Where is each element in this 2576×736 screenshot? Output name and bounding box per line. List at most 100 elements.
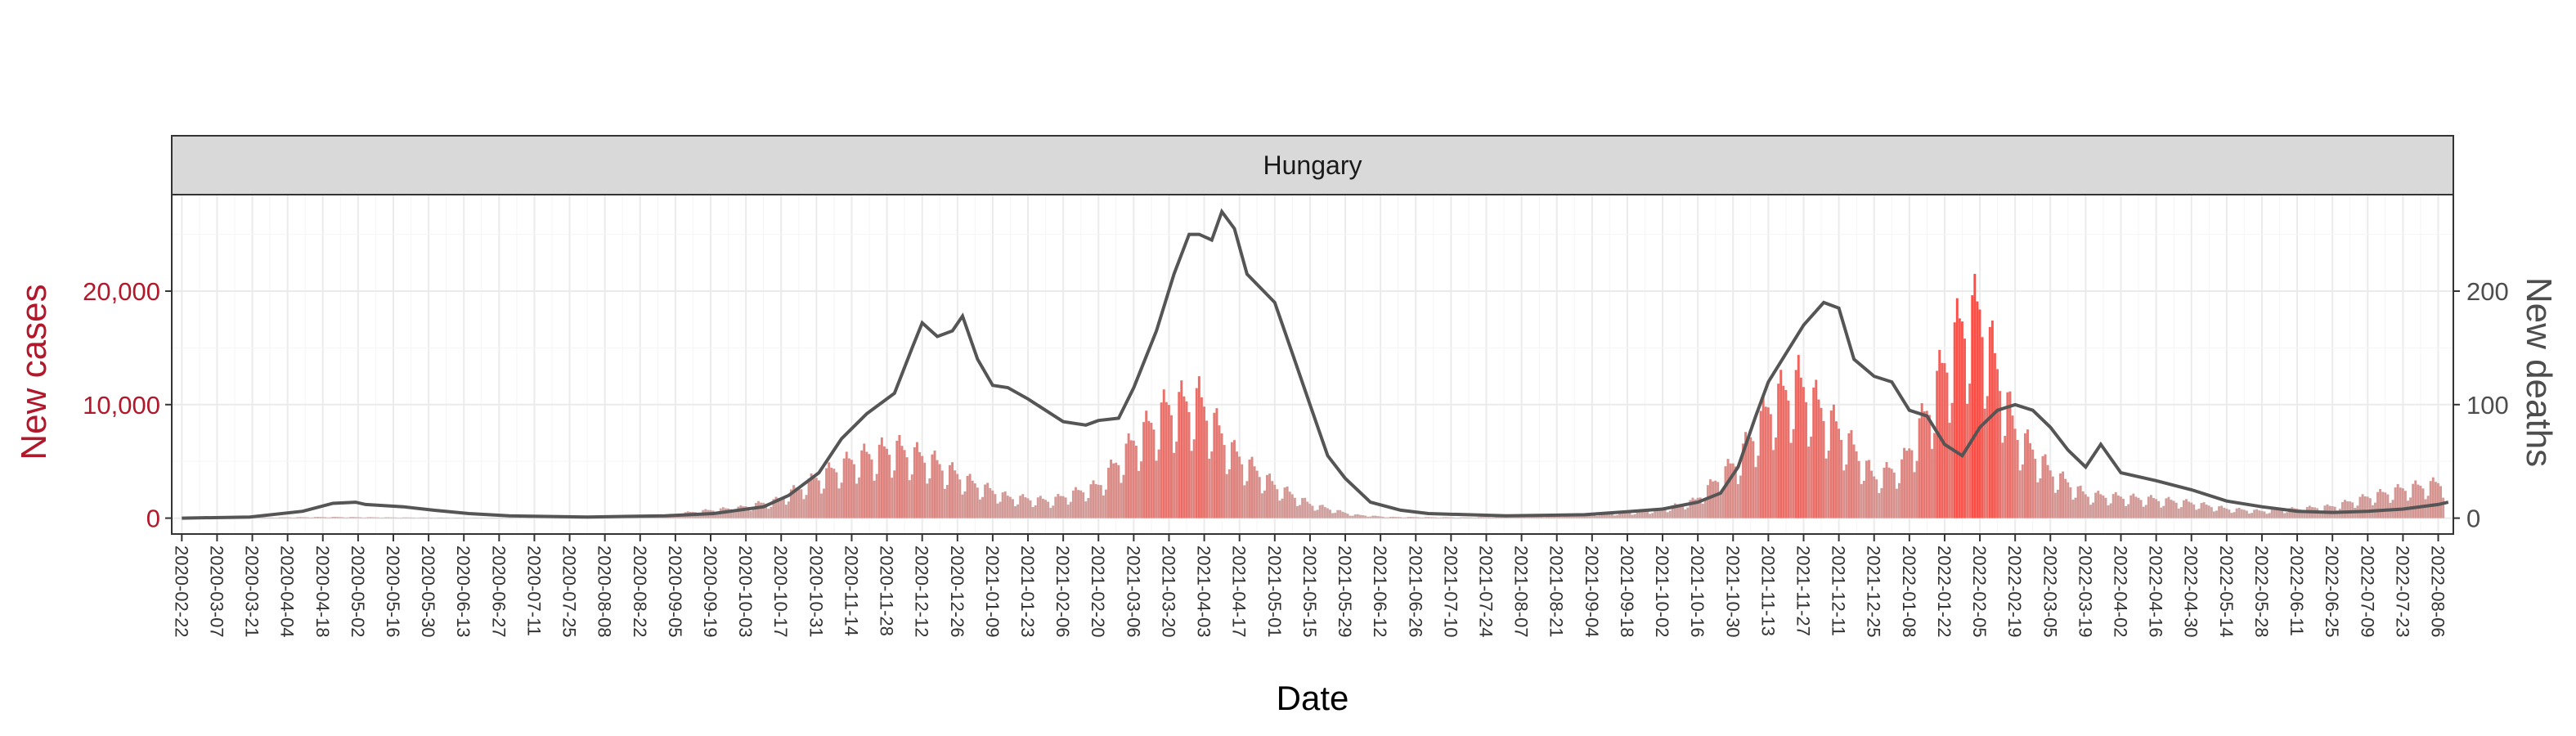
case-bar [2403,491,2407,518]
case-bar [1633,514,1636,518]
case-bar [973,483,976,518]
x-tick-label: 2021-04-03 [1194,545,1214,638]
x-tick-label: 2021-07-24 [1476,545,1497,638]
case-bar [1558,515,1561,518]
case-bar [2001,442,2004,518]
case-bar [2296,508,2299,518]
case-bar [2102,495,2105,518]
case-bar [747,507,750,518]
case-bar [336,517,339,518]
case-bar [1868,460,1870,518]
case-bar [1255,470,1259,518]
case-bar [1341,511,1344,518]
case-bar [2417,484,2420,518]
case-bar [1245,481,1249,518]
case-bar [1102,495,1105,518]
case-bar [2240,509,2243,518]
case-bar [795,487,798,518]
case-bar [1983,408,1986,518]
case-bar [1367,516,1370,518]
case-bar [963,491,967,518]
case-bar [994,494,997,518]
case-bar [1414,517,1417,518]
case-bar [1099,485,1102,518]
case-bar [1233,440,1236,518]
case-bar [792,485,796,518]
case-bar [1082,492,1085,518]
case-bar [1258,477,1261,518]
case-bar [1008,496,1012,518]
case-bar [968,473,972,518]
case-bar [933,450,936,518]
case-bar [2218,506,2220,518]
case-bar [1001,492,1004,518]
case-bar [1878,492,1881,518]
case-bar [770,506,773,518]
case-bar [1183,396,1186,518]
case-bar [1747,438,1750,518]
case-bar [847,458,850,518]
case-bar [371,517,375,518]
case-bar [1358,514,1362,518]
case-bar [1591,514,1594,518]
case-bar [2200,503,2203,518]
case-bar [1628,513,1631,518]
case-bar [2235,508,2238,518]
x-tick-label: 2020-08-22 [630,545,650,638]
case-bar [1782,385,1785,518]
case-bar [1064,497,1067,518]
case-bar [895,440,899,518]
case-bar [1563,516,1566,518]
case-bar [815,478,818,518]
x-tick-label: 2021-08-07 [1511,545,1532,638]
case-bar [2011,415,2014,518]
case-bar [949,464,951,518]
case-bar [1915,460,1919,518]
case-bar [744,506,747,518]
case-bar [2361,494,2364,518]
x-tick-label: 2021-12-11 [1829,545,1849,636]
y-left-tick-label: 20,000 [83,277,160,306]
x-tick-label: 2022-06-25 [2322,545,2342,638]
case-bar [2412,483,2415,518]
x-tick-label: 2020-12-12 [912,545,932,638]
case-bar [2051,476,2054,518]
case-bar [1610,514,1613,518]
case-bar [797,487,801,518]
case-bar [754,503,757,518]
case-bar [1729,463,1732,518]
case-bar [2242,509,2246,518]
case-bar [956,473,959,518]
case-bar [760,502,762,518]
case-bar [1603,513,1606,518]
case-bar [1021,494,1025,518]
case-bar [870,459,873,518]
case-bar [1145,411,1148,518]
case-bar [2086,496,2089,518]
x-tick-label: 2021-04-17 [1229,545,1250,638]
case-bar [1775,437,1778,518]
case-bar [2288,508,2291,518]
case-bar [2431,477,2435,518]
case-bar [1120,482,1123,518]
case-bar [734,511,738,518]
case-bar [1840,439,1843,518]
case-bar [2029,442,2032,518]
case-bar [1654,509,1657,518]
x-tick-label: 2021-12-25 [1864,545,1884,638]
x-tick-label: 2020-11-14 [841,545,862,636]
case-bar [729,509,733,518]
case-bar [1321,505,1324,518]
case-bar [737,506,740,518]
case-bar [774,496,778,518]
case-bar [1537,516,1541,518]
case-bar [1295,505,1299,518]
case-bar [1124,443,1128,518]
case-bar [877,444,881,518]
case-bar [2228,509,2231,518]
case-bar [2104,497,2107,518]
case-bar [1381,516,1384,518]
case-bar [1953,322,1956,518]
case-bar [1187,411,1191,518]
case-bar [1349,515,1352,518]
